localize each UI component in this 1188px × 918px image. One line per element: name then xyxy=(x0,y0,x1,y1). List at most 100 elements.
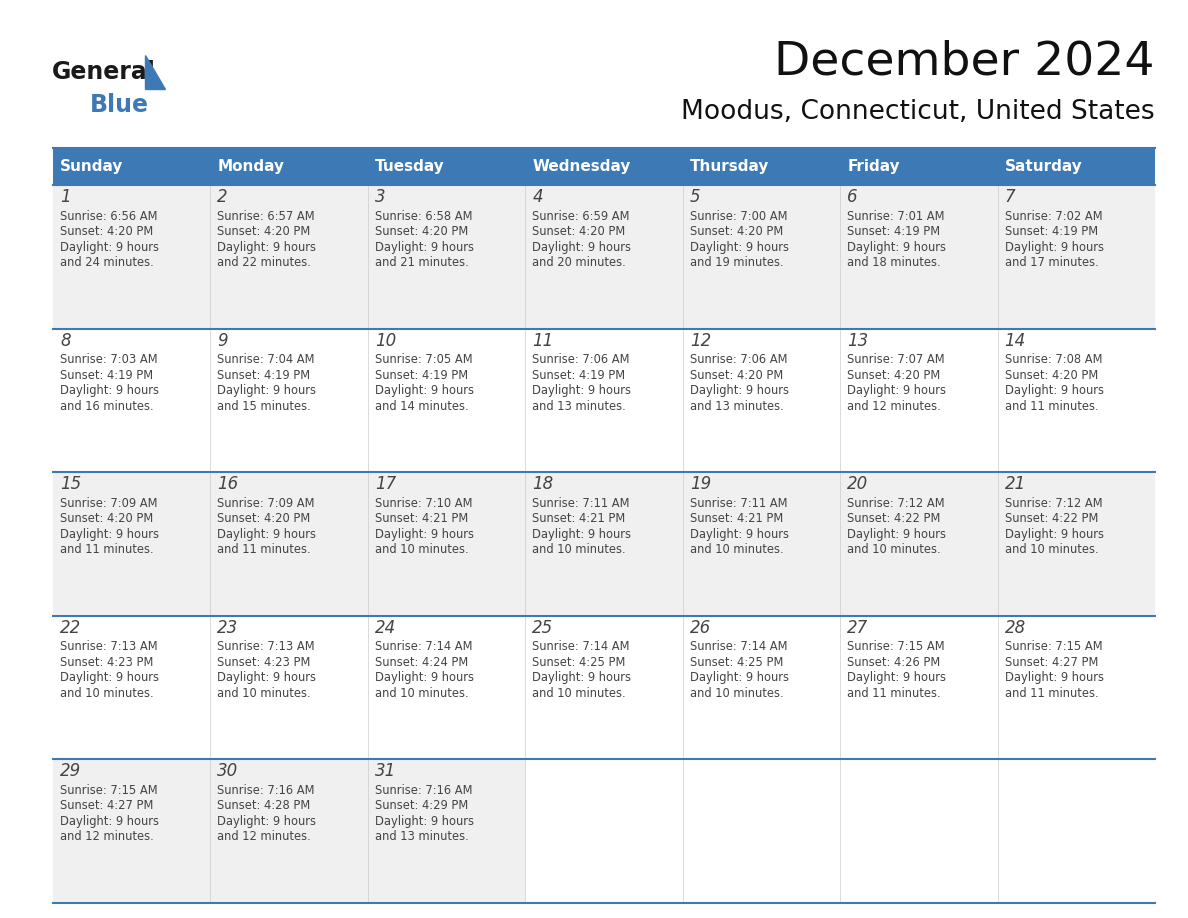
Text: Sunrise: 7:01 AM: Sunrise: 7:01 AM xyxy=(847,209,944,222)
Text: Sunrise: 7:14 AM: Sunrise: 7:14 AM xyxy=(375,640,473,654)
Text: Tuesday: Tuesday xyxy=(375,159,444,174)
Text: Sunrise: 7:09 AM: Sunrise: 7:09 AM xyxy=(61,497,158,509)
Text: and 10 minutes.: and 10 minutes. xyxy=(375,687,468,700)
Text: and 24 minutes.: and 24 minutes. xyxy=(61,256,153,269)
Bar xyxy=(683,185,840,329)
Text: December 2024: December 2024 xyxy=(775,39,1155,84)
Text: Sunday: Sunday xyxy=(61,159,124,174)
Text: and 21 minutes.: and 21 minutes. xyxy=(375,256,468,269)
Text: Sunrise: 7:00 AM: Sunrise: 7:00 AM xyxy=(690,209,788,222)
Text: and 11 minutes.: and 11 minutes. xyxy=(217,543,311,556)
Text: Daylight: 9 hours: Daylight: 9 hours xyxy=(690,384,789,397)
Text: Daylight: 9 hours: Daylight: 9 hours xyxy=(1005,671,1104,684)
Text: and 12 minutes.: and 12 minutes. xyxy=(217,831,311,844)
Text: 11: 11 xyxy=(532,331,554,350)
Text: Daylight: 9 hours: Daylight: 9 hours xyxy=(847,384,946,397)
Bar xyxy=(683,616,840,759)
Text: 30: 30 xyxy=(217,763,239,780)
Text: Daylight: 9 hours: Daylight: 9 hours xyxy=(375,241,474,253)
Text: and 10 minutes.: and 10 minutes. xyxy=(375,543,468,556)
Text: Daylight: 9 hours: Daylight: 9 hours xyxy=(532,671,631,684)
Text: Sunset: 4:20 PM: Sunset: 4:20 PM xyxy=(1005,369,1098,382)
Text: Daylight: 9 hours: Daylight: 9 hours xyxy=(375,671,474,684)
Text: Friday: Friday xyxy=(847,159,899,174)
Text: 3: 3 xyxy=(375,188,385,206)
Text: Daylight: 9 hours: Daylight: 9 hours xyxy=(217,241,316,253)
Text: Daylight: 9 hours: Daylight: 9 hours xyxy=(690,671,789,684)
Text: 2: 2 xyxy=(217,188,228,206)
Text: Sunset: 4:20 PM: Sunset: 4:20 PM xyxy=(690,225,783,238)
Bar xyxy=(368,329,525,472)
Text: and 10 minutes.: and 10 minutes. xyxy=(532,543,626,556)
Bar xyxy=(525,472,683,616)
Text: Daylight: 9 hours: Daylight: 9 hours xyxy=(217,815,316,828)
Bar xyxy=(210,185,368,329)
Bar xyxy=(998,616,1155,759)
Bar xyxy=(53,329,210,472)
Text: Blue: Blue xyxy=(90,93,148,117)
Text: Daylight: 9 hours: Daylight: 9 hours xyxy=(847,671,946,684)
Bar xyxy=(840,472,998,616)
Text: Sunrise: 7:16 AM: Sunrise: 7:16 AM xyxy=(375,784,473,797)
Text: Sunrise: 6:58 AM: Sunrise: 6:58 AM xyxy=(375,209,473,222)
Text: 22: 22 xyxy=(61,619,81,637)
Text: Sunset: 4:24 PM: Sunset: 4:24 PM xyxy=(375,655,468,669)
Text: Sunset: 4:19 PM: Sunset: 4:19 PM xyxy=(847,225,940,238)
Text: and 20 minutes.: and 20 minutes. xyxy=(532,256,626,269)
Text: Sunrise: 7:12 AM: Sunrise: 7:12 AM xyxy=(1005,497,1102,509)
Text: Sunrise: 7:07 AM: Sunrise: 7:07 AM xyxy=(847,353,944,366)
Text: 19: 19 xyxy=(690,476,710,493)
Text: Monday: Monday xyxy=(217,159,284,174)
Text: Sunrise: 7:08 AM: Sunrise: 7:08 AM xyxy=(1005,353,1102,366)
Text: and 10 minutes.: and 10 minutes. xyxy=(847,543,941,556)
Bar xyxy=(53,759,210,903)
Text: Sunrise: 7:05 AM: Sunrise: 7:05 AM xyxy=(375,353,473,366)
Text: 13: 13 xyxy=(847,331,868,350)
Text: and 11 minutes.: and 11 minutes. xyxy=(1005,399,1098,412)
Text: Sunset: 4:20 PM: Sunset: 4:20 PM xyxy=(61,512,153,525)
Text: Daylight: 9 hours: Daylight: 9 hours xyxy=(375,815,474,828)
Text: 5: 5 xyxy=(690,188,701,206)
Bar xyxy=(53,185,210,329)
Bar xyxy=(998,185,1155,329)
Text: Sunset: 4:27 PM: Sunset: 4:27 PM xyxy=(1005,655,1098,669)
Text: 4: 4 xyxy=(532,188,543,206)
Text: Sunrise: 7:02 AM: Sunrise: 7:02 AM xyxy=(1005,209,1102,222)
Text: Daylight: 9 hours: Daylight: 9 hours xyxy=(61,384,159,397)
Text: Sunrise: 7:14 AM: Sunrise: 7:14 AM xyxy=(532,640,630,654)
Bar xyxy=(525,148,683,185)
Text: and 13 minutes.: and 13 minutes. xyxy=(532,399,626,412)
Text: Moodus, Connecticut, United States: Moodus, Connecticut, United States xyxy=(682,99,1155,125)
Text: Sunset: 4:19 PM: Sunset: 4:19 PM xyxy=(217,369,310,382)
Text: 16: 16 xyxy=(217,476,239,493)
Text: Sunset: 4:23 PM: Sunset: 4:23 PM xyxy=(217,655,311,669)
Text: Sunset: 4:23 PM: Sunset: 4:23 PM xyxy=(61,655,153,669)
Text: Thursday: Thursday xyxy=(690,159,769,174)
Text: Daylight: 9 hours: Daylight: 9 hours xyxy=(532,241,631,253)
Text: Sunset: 4:20 PM: Sunset: 4:20 PM xyxy=(61,225,153,238)
Bar xyxy=(210,759,368,903)
Text: Sunset: 4:20 PM: Sunset: 4:20 PM xyxy=(217,225,311,238)
Text: Sunset: 4:20 PM: Sunset: 4:20 PM xyxy=(532,225,626,238)
Text: and 13 minutes.: and 13 minutes. xyxy=(690,399,783,412)
Text: 20: 20 xyxy=(847,476,868,493)
Text: and 11 minutes.: and 11 minutes. xyxy=(1005,687,1098,700)
Text: Sunset: 4:28 PM: Sunset: 4:28 PM xyxy=(217,800,311,812)
Text: and 18 minutes.: and 18 minutes. xyxy=(847,256,941,269)
Text: and 15 minutes.: and 15 minutes. xyxy=(217,399,311,412)
Text: Sunrise: 7:13 AM: Sunrise: 7:13 AM xyxy=(61,640,158,654)
Text: Daylight: 9 hours: Daylight: 9 hours xyxy=(217,671,316,684)
Text: Sunset: 4:20 PM: Sunset: 4:20 PM xyxy=(690,369,783,382)
Bar xyxy=(840,329,998,472)
Text: 21: 21 xyxy=(1005,476,1025,493)
Text: Sunset: 4:19 PM: Sunset: 4:19 PM xyxy=(1005,225,1098,238)
Text: 31: 31 xyxy=(375,763,396,780)
Text: and 10 minutes.: and 10 minutes. xyxy=(61,687,153,700)
Bar xyxy=(840,148,998,185)
Text: Sunrise: 7:15 AM: Sunrise: 7:15 AM xyxy=(847,640,944,654)
Text: and 10 minutes.: and 10 minutes. xyxy=(532,687,626,700)
Text: Daylight: 9 hours: Daylight: 9 hours xyxy=(61,671,159,684)
Text: and 10 minutes.: and 10 minutes. xyxy=(690,543,783,556)
Text: 12: 12 xyxy=(690,331,710,350)
Text: 15: 15 xyxy=(61,476,81,493)
